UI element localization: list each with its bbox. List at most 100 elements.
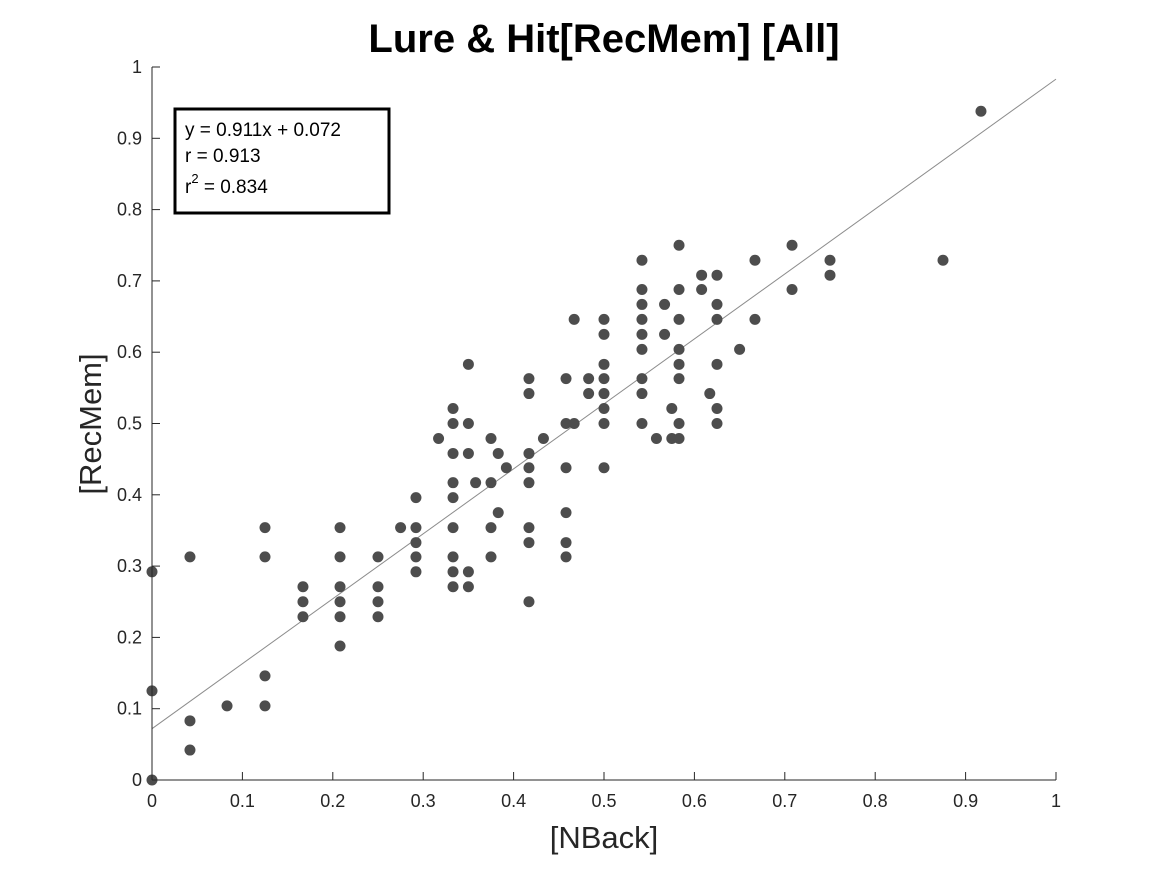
y-tick-label: 0.9 <box>117 128 142 148</box>
data-point <box>492 447 504 459</box>
data-point <box>372 551 384 563</box>
y-tick-label: 0.1 <box>117 699 142 719</box>
data-point <box>462 447 474 459</box>
data-point <box>598 462 610 474</box>
data-point <box>824 269 836 281</box>
data-point <box>583 373 595 385</box>
data-point <box>560 537 572 549</box>
stats-box: y = 0.911x + 0.072 r = 0.913 r2 = 0.834 <box>173 107 391 215</box>
data-point <box>523 373 535 385</box>
data-point <box>492 507 504 519</box>
x-tick-label: 0.4 <box>501 791 526 811</box>
data-point <box>447 403 459 415</box>
data-point <box>334 581 346 593</box>
data-point <box>523 537 535 549</box>
x-tick-label: 1 <box>1051 791 1061 811</box>
data-point <box>711 358 723 370</box>
data-point <box>462 566 474 578</box>
data-point <box>824 254 836 266</box>
data-point <box>711 418 723 429</box>
data-point <box>568 418 580 429</box>
y-tick-label: 0.7 <box>117 271 142 291</box>
data-point <box>734 343 746 355</box>
data-point <box>433 432 445 444</box>
data-point <box>372 611 384 623</box>
data-point <box>184 715 196 727</box>
x-tick-label: 0.8 <box>863 791 888 811</box>
y-tick-label: 0.6 <box>117 342 142 362</box>
data-point <box>221 700 233 712</box>
r-squared-exponent: 2 <box>191 171 198 186</box>
data-point <box>975 105 987 117</box>
data-point <box>598 418 610 429</box>
regression-equation: y = 0.911x + 0.072 <box>185 120 341 141</box>
data-point <box>636 254 648 266</box>
data-point <box>334 640 346 652</box>
data-point <box>334 522 346 534</box>
data-point <box>636 313 648 325</box>
data-point <box>297 596 309 608</box>
data-point <box>334 596 346 608</box>
data-point <box>749 254 761 266</box>
data-point <box>659 328 671 340</box>
data-point <box>259 551 271 563</box>
data-point <box>636 343 648 355</box>
r-squared: r2 = 0.834 <box>185 171 268 198</box>
data-point <box>447 418 459 429</box>
data-point <box>259 700 271 712</box>
r-squared-value: = 0.834 <box>199 177 269 198</box>
y-tick-label: 0.5 <box>117 414 142 434</box>
data-point <box>560 418 572 429</box>
data-point <box>673 283 685 295</box>
data-point <box>666 403 678 415</box>
y-tick-label: 0.3 <box>117 556 142 576</box>
data-point <box>560 373 572 385</box>
stats-box-border <box>173 107 391 215</box>
data-point <box>636 283 648 295</box>
data-point <box>410 522 422 534</box>
data-point <box>598 373 610 385</box>
data-point <box>711 313 723 325</box>
data-point <box>184 744 196 756</box>
data-point <box>673 432 685 444</box>
x-tick-label: 0.3 <box>411 791 436 811</box>
y-tick-label: 0.8 <box>117 200 142 220</box>
data-point <box>523 522 535 534</box>
data-point <box>673 343 685 355</box>
data-point <box>447 477 459 489</box>
x-tick-label: 0.5 <box>591 791 616 811</box>
data-point <box>560 462 572 474</box>
data-point <box>583 388 595 400</box>
data-point <box>636 418 648 429</box>
data-point <box>598 388 610 400</box>
data-point <box>485 522 497 534</box>
data-point <box>696 269 708 281</box>
data-point <box>598 313 610 325</box>
data-point <box>673 358 685 370</box>
data-point <box>523 477 535 489</box>
data-point <box>372 596 384 608</box>
data-point <box>410 537 422 549</box>
data-point <box>673 373 685 385</box>
data-point <box>598 358 610 370</box>
data-point <box>704 388 716 400</box>
r-squared-base: r <box>185 177 192 198</box>
data-point <box>447 492 459 504</box>
data-point <box>523 462 535 474</box>
data-point <box>786 283 798 295</box>
data-point <box>937 254 949 266</box>
data-point <box>523 596 535 608</box>
data-point <box>568 313 580 325</box>
data-point <box>462 581 474 593</box>
x-tick-label: 0.2 <box>320 791 345 811</box>
data-point <box>598 328 610 340</box>
correlation-r: r = 0.913 <box>185 146 261 167</box>
data-point <box>410 566 422 578</box>
data-point <box>711 298 723 310</box>
data-point <box>523 388 535 400</box>
data-point <box>636 388 648 400</box>
data-point <box>447 581 459 593</box>
points-layer <box>146 105 987 786</box>
data-point <box>470 477 482 489</box>
